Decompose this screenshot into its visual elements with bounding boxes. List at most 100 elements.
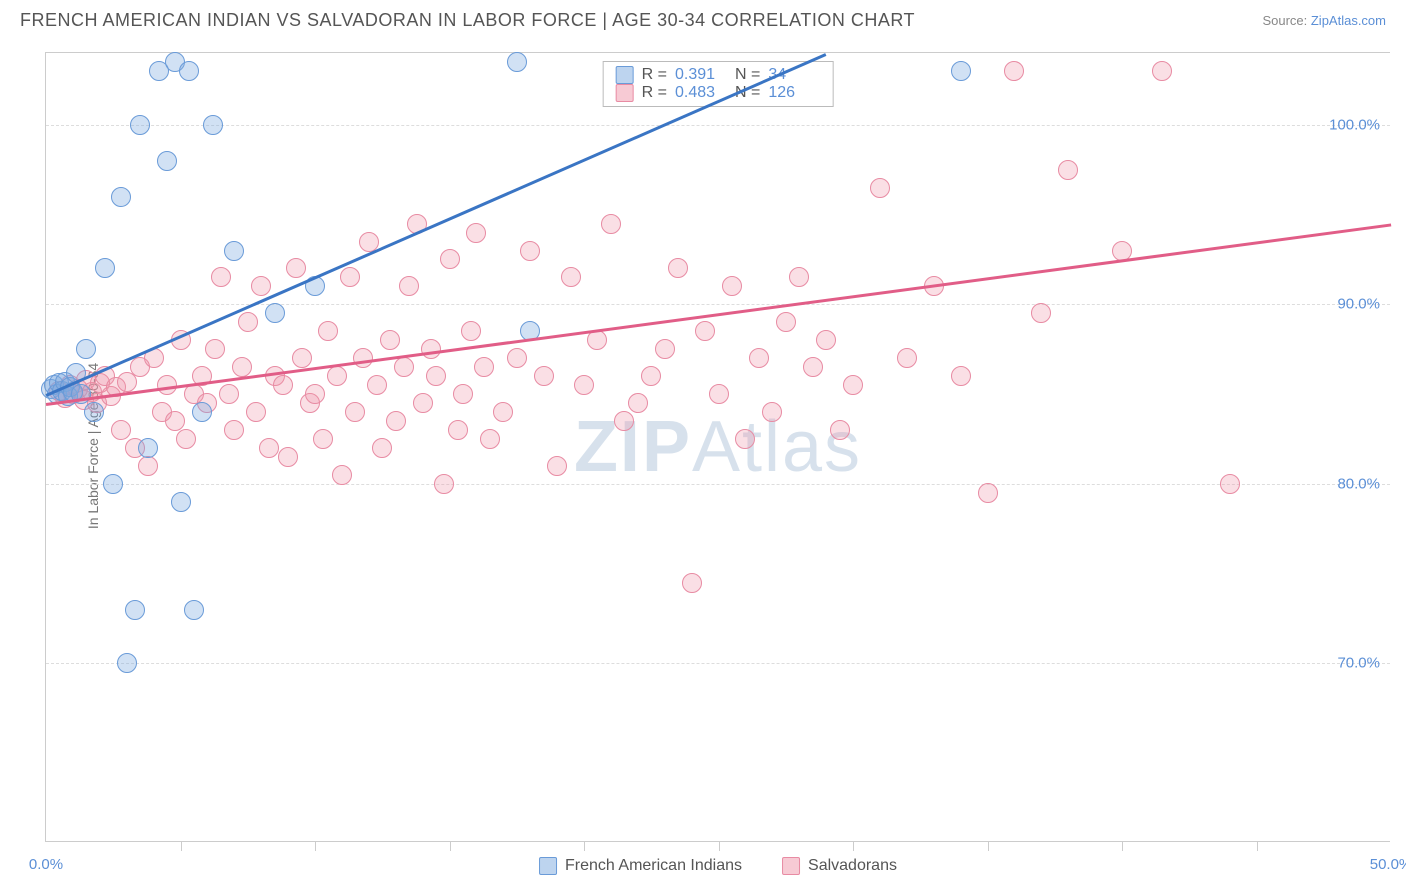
data-point	[474, 357, 494, 377]
x-tick	[1257, 841, 1258, 851]
data-point	[1152, 61, 1172, 81]
data-point	[587, 330, 607, 350]
data-point	[84, 402, 104, 422]
source-attribution: Source: ZipAtlas.com	[1262, 13, 1386, 28]
data-point	[466, 223, 486, 243]
data-point	[668, 258, 688, 278]
data-point	[655, 339, 675, 359]
legend-item-blue: French American Indians	[539, 857, 742, 875]
data-point	[176, 429, 196, 449]
data-point	[448, 420, 468, 440]
x-tick	[584, 841, 585, 851]
data-point	[130, 115, 150, 135]
x-tick	[719, 841, 720, 851]
data-point	[111, 187, 131, 207]
x-tick	[988, 841, 989, 851]
data-point	[413, 393, 433, 413]
data-point	[380, 330, 400, 350]
data-point	[224, 241, 244, 261]
data-point	[870, 178, 890, 198]
data-point	[286, 258, 306, 278]
data-point	[897, 348, 917, 368]
series-legend: French American Indians Salvadorans	[539, 857, 897, 875]
data-point	[386, 411, 406, 431]
x-tick-label: 0.0%	[29, 856, 63, 873]
data-point	[762, 402, 782, 422]
data-point	[353, 348, 373, 368]
data-point	[520, 241, 540, 261]
data-point	[561, 267, 581, 287]
data-point	[951, 61, 971, 81]
data-point	[251, 276, 271, 296]
data-point	[111, 420, 131, 440]
data-point	[327, 366, 347, 386]
x-tick	[853, 841, 854, 851]
data-point	[273, 375, 293, 395]
source-link[interactable]: ZipAtlas.com	[1311, 13, 1386, 28]
data-point	[830, 420, 850, 440]
data-point	[574, 375, 594, 395]
x-tick	[1122, 841, 1123, 851]
grid-line	[46, 663, 1390, 664]
data-point	[1004, 61, 1024, 81]
data-point	[735, 429, 755, 449]
data-point	[292, 348, 312, 368]
data-point	[171, 492, 191, 512]
data-point	[1031, 303, 1051, 323]
data-point	[95, 258, 115, 278]
data-point	[776, 312, 796, 332]
data-point	[246, 402, 266, 422]
x-tick	[450, 841, 451, 851]
data-point	[789, 267, 809, 287]
data-point	[232, 357, 252, 377]
data-point	[345, 402, 365, 422]
chart-title: FRENCH AMERICAN INDIAN VS SALVADORAN IN …	[20, 10, 915, 31]
data-point	[1058, 160, 1078, 180]
data-point	[816, 330, 836, 350]
data-point	[951, 366, 971, 386]
data-point	[547, 456, 567, 476]
data-point	[440, 249, 460, 269]
data-point	[219, 384, 239, 404]
data-point	[224, 420, 244, 440]
x-tick	[181, 841, 182, 851]
data-point	[138, 438, 158, 458]
data-point	[695, 321, 715, 341]
data-point	[803, 357, 823, 377]
data-point	[76, 339, 96, 359]
data-point	[184, 600, 204, 620]
chart-header: FRENCH AMERICAN INDIAN VS SALVADORAN IN …	[0, 0, 1406, 39]
data-point	[313, 429, 333, 449]
swatch-pink-icon	[616, 84, 634, 102]
data-point	[480, 429, 500, 449]
data-point	[278, 447, 298, 467]
y-tick-label: 100.0%	[1329, 116, 1380, 133]
data-point	[434, 474, 454, 494]
swatch-blue-icon	[539, 857, 557, 875]
data-point	[259, 438, 279, 458]
legend-item-pink: Salvadorans	[782, 857, 897, 875]
data-point	[507, 348, 527, 368]
data-point	[125, 600, 145, 620]
scatter-chart: ZIPAtlas R = 0.391 N = 34 R = 0.483 N = …	[45, 52, 1390, 842]
data-point	[749, 348, 769, 368]
data-point	[628, 393, 648, 413]
data-point	[722, 276, 742, 296]
x-tick	[315, 841, 316, 851]
data-point	[978, 483, 998, 503]
data-point	[203, 115, 223, 135]
y-tick-label: 90.0%	[1337, 296, 1380, 313]
data-point	[238, 312, 258, 332]
data-point	[461, 321, 481, 341]
grid-line	[46, 125, 1390, 126]
data-point	[453, 384, 473, 404]
data-point	[332, 465, 352, 485]
data-point	[103, 474, 123, 494]
data-point	[318, 321, 338, 341]
data-point	[367, 375, 387, 395]
y-tick-label: 80.0%	[1337, 475, 1380, 492]
data-point	[421, 339, 441, 359]
data-point	[394, 357, 414, 377]
data-point	[372, 438, 392, 458]
swatch-blue-icon	[616, 66, 634, 84]
